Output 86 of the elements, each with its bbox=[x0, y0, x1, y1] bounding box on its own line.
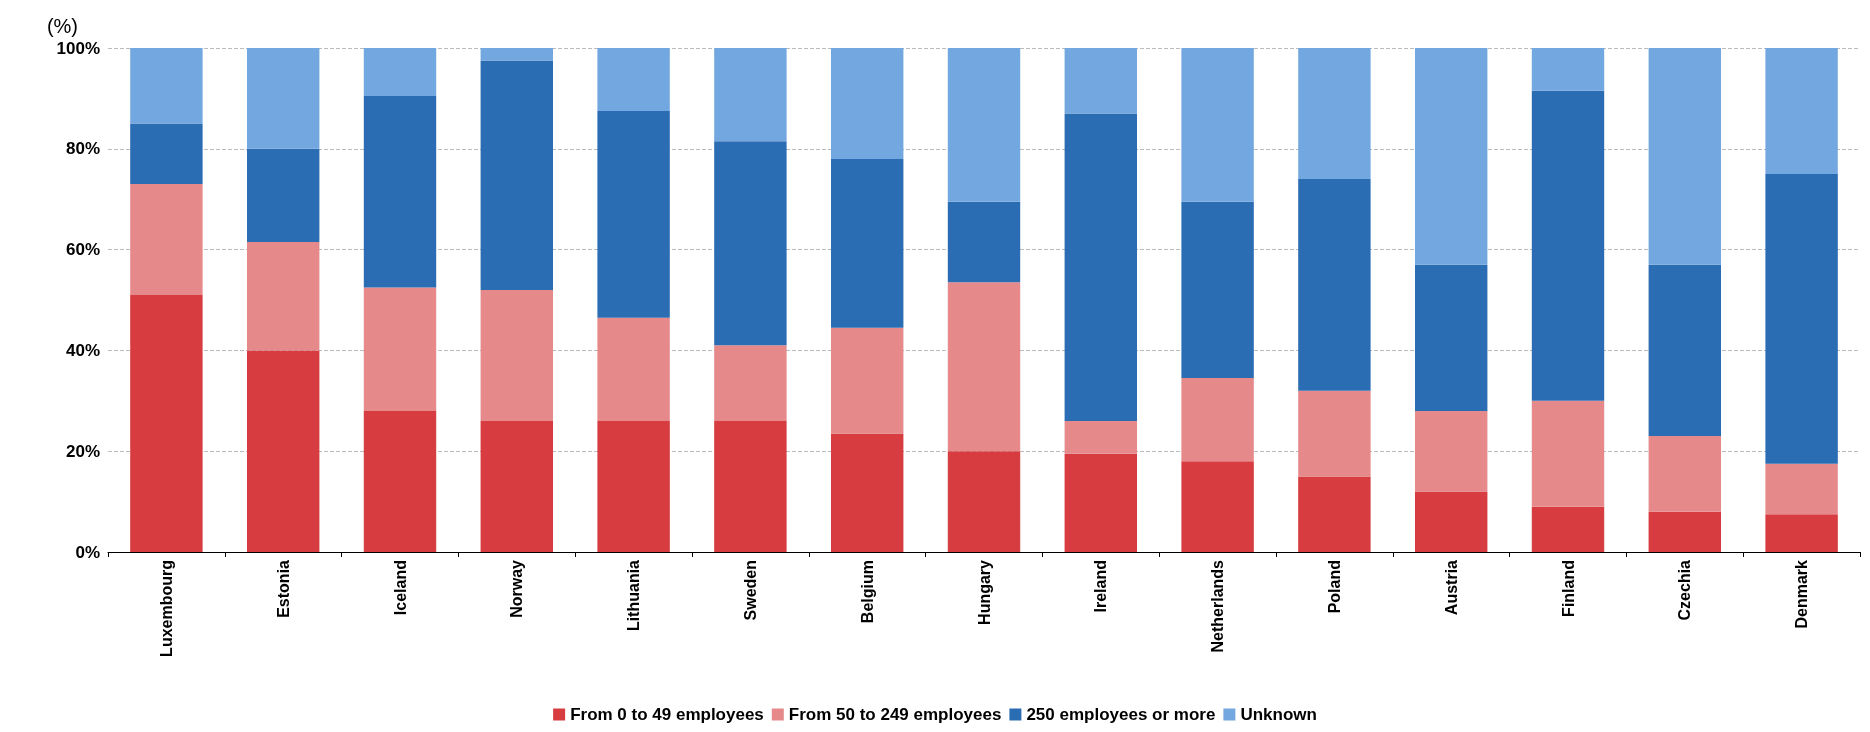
bar bbox=[947, 282, 1021, 452]
bar bbox=[246, 148, 320, 243]
bar bbox=[1298, 390, 1371, 477]
bar bbox=[1414, 491, 1488, 552]
legend-label: From 0 to 49 employees bbox=[570, 705, 764, 724]
bar bbox=[1648, 264, 1722, 437]
bar bbox=[130, 123, 203, 185]
x-tick-label: Belgium bbox=[858, 560, 876, 624]
bar bbox=[363, 410, 437, 552]
bar bbox=[830, 433, 904, 552]
legend-label: Unknown bbox=[1240, 705, 1317, 724]
bar bbox=[1064, 113, 1138, 421]
x-tick-label: Iceland bbox=[391, 560, 409, 616]
bar bbox=[1765, 48, 1838, 174]
bar bbox=[246, 350, 320, 552]
x-tick-label: Norway bbox=[508, 559, 526, 618]
bar bbox=[597, 317, 670, 421]
bar bbox=[597, 111, 670, 318]
bar bbox=[480, 60, 554, 290]
y-tick-label: 40% bbox=[65, 340, 100, 360]
y-tick-label: 80% bbox=[65, 139, 100, 159]
bar bbox=[363, 287, 437, 411]
x-tick-label: Netherlands bbox=[1209, 559, 1227, 653]
x-tick-label: Poland bbox=[1325, 560, 1343, 614]
bar bbox=[597, 48, 670, 111]
bar bbox=[1414, 410, 1488, 492]
bar bbox=[1531, 90, 1605, 401]
y-tick-label: 60% bbox=[65, 240, 100, 260]
bar bbox=[1298, 476, 1371, 552]
bar bbox=[1648, 436, 1722, 512]
bar bbox=[1414, 48, 1488, 265]
bar bbox=[714, 345, 787, 421]
bar bbox=[246, 242, 320, 351]
bar bbox=[947, 201, 1021, 283]
bar bbox=[246, 48, 320, 149]
y-tick-label: 0% bbox=[75, 542, 100, 562]
x-tick-label: Luxembourg bbox=[157, 560, 175, 657]
bar bbox=[1064, 453, 1138, 552]
y-tick-label: 100% bbox=[56, 38, 100, 58]
x-tick-label: Estonia bbox=[274, 559, 292, 618]
x-tick-label: Lithuania bbox=[625, 559, 643, 632]
x-tick-label: Austria bbox=[1442, 559, 1460, 616]
bar bbox=[130, 294, 203, 552]
x-tick-label: Finland bbox=[1559, 560, 1577, 617]
bar bbox=[363, 95, 437, 288]
bar bbox=[830, 158, 904, 328]
bar bbox=[1298, 179, 1371, 391]
bar bbox=[1181, 201, 1254, 379]
bar bbox=[480, 289, 554, 421]
bar bbox=[363, 48, 437, 96]
legend-label: 250 employees or more bbox=[1026, 705, 1216, 724]
bar bbox=[830, 48, 904, 159]
bar bbox=[1648, 48, 1722, 265]
bar bbox=[714, 48, 787, 142]
bar bbox=[947, 451, 1021, 552]
bar bbox=[1531, 400, 1605, 507]
bar bbox=[130, 184, 203, 295]
x-tick-label: Ireland bbox=[1092, 560, 1110, 613]
bar bbox=[947, 48, 1021, 202]
x-tick-label: Denmark bbox=[1793, 559, 1811, 629]
bar bbox=[714, 141, 787, 346]
legend-label: From 50 to 249 employees bbox=[788, 705, 1002, 724]
bar bbox=[1064, 420, 1138, 454]
x-tick-label: Sweden bbox=[741, 560, 759, 621]
bar bbox=[1648, 511, 1722, 552]
bar bbox=[830, 327, 904, 434]
bar bbox=[1181, 461, 1254, 552]
bar bbox=[1531, 48, 1605, 91]
bar bbox=[714, 420, 787, 552]
bar bbox=[1181, 378, 1254, 462]
bar bbox=[1414, 264, 1488, 411]
bar bbox=[1298, 48, 1371, 180]
x-tick-label: Hungary bbox=[975, 559, 993, 625]
bar bbox=[480, 48, 554, 61]
y-tick-label: 20% bbox=[65, 441, 100, 461]
bar bbox=[1181, 48, 1254, 202]
y-axis-title: (%) bbox=[46, 15, 78, 37]
bar bbox=[1765, 463, 1838, 515]
x-tick-label: Czechia bbox=[1676, 559, 1694, 621]
bar bbox=[1064, 48, 1138, 114]
bar bbox=[130, 48, 203, 124]
bar bbox=[1765, 514, 1838, 552]
bar bbox=[480, 420, 554, 552]
bar bbox=[1531, 506, 1605, 552]
bar bbox=[597, 420, 670, 552]
bar bbox=[1765, 174, 1838, 464]
